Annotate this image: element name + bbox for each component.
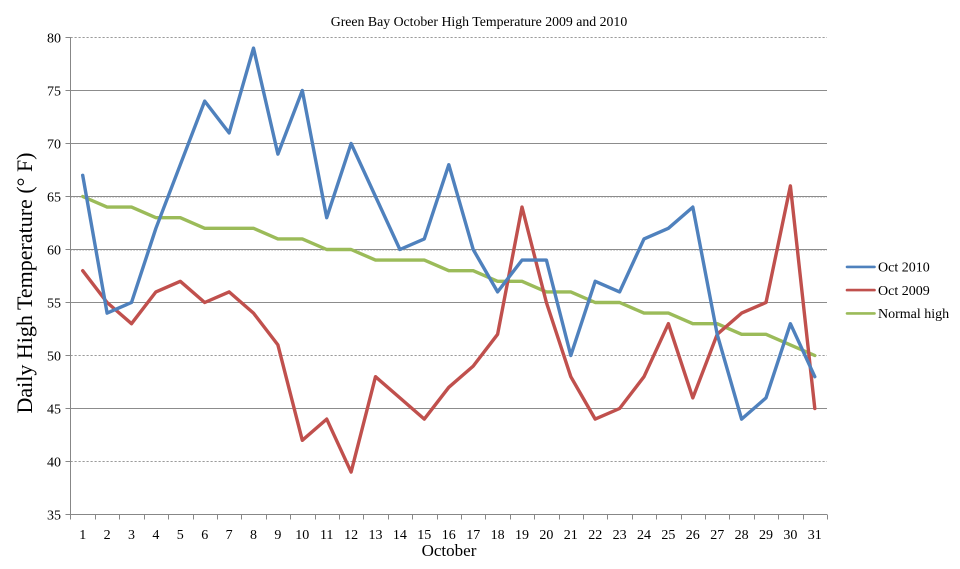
svg-text:7: 7 <box>226 528 233 543</box>
svg-text:Green Bay October High Tempera: Green Bay October High Temperature 2009 … <box>331 14 628 29</box>
svg-text:12: 12 <box>344 528 358 543</box>
svg-text:19: 19 <box>515 528 529 543</box>
svg-text:55: 55 <box>47 296 61 311</box>
svg-text:2: 2 <box>104 528 111 543</box>
svg-text:60: 60 <box>47 243 61 258</box>
svg-text:17: 17 <box>466 528 480 543</box>
svg-text:35: 35 <box>47 508 61 523</box>
svg-text:9: 9 <box>274 528 281 543</box>
svg-text:10: 10 <box>295 528 309 543</box>
svg-text:30: 30 <box>783 528 797 543</box>
svg-text:27: 27 <box>710 528 724 543</box>
svg-text:23: 23 <box>613 528 627 543</box>
svg-text:28: 28 <box>735 528 749 543</box>
svg-text:29: 29 <box>759 528 773 543</box>
svg-text:70: 70 <box>47 137 61 152</box>
svg-text:October: October <box>422 541 477 560</box>
svg-text:3: 3 <box>128 528 135 543</box>
svg-text:50: 50 <box>47 349 61 364</box>
svg-text:Oct 2010: Oct 2010 <box>878 261 930 276</box>
svg-text:8: 8 <box>250 528 257 543</box>
svg-text:Oct 2009: Oct 2009 <box>878 284 930 299</box>
svg-text:5: 5 <box>177 528 184 543</box>
svg-text:11: 11 <box>320 528 333 543</box>
svg-text:Normal high: Normal high <box>878 307 949 322</box>
svg-text:26: 26 <box>686 528 700 543</box>
svg-text:4: 4 <box>152 528 159 543</box>
svg-text:20: 20 <box>539 528 553 543</box>
svg-text:18: 18 <box>491 528 505 543</box>
svg-text:16: 16 <box>442 528 456 543</box>
svg-text:24: 24 <box>637 528 651 543</box>
svg-text:6: 6 <box>201 528 208 543</box>
svg-text:40: 40 <box>47 455 61 470</box>
svg-text:14: 14 <box>393 528 407 543</box>
svg-text:80: 80 <box>47 31 61 46</box>
svg-text:21: 21 <box>564 528 578 543</box>
svg-text:1: 1 <box>79 528 86 543</box>
svg-text:75: 75 <box>47 84 61 99</box>
svg-text:25: 25 <box>661 528 675 543</box>
svg-text:45: 45 <box>47 402 61 417</box>
svg-text:13: 13 <box>369 528 383 543</box>
svg-text:15: 15 <box>417 528 431 543</box>
svg-text:31: 31 <box>808 528 822 543</box>
svg-text:Daily High Temperature (° F): Daily High Temperature (° F) <box>12 152 37 413</box>
svg-text:22: 22 <box>588 528 602 543</box>
svg-text:65: 65 <box>47 190 61 205</box>
